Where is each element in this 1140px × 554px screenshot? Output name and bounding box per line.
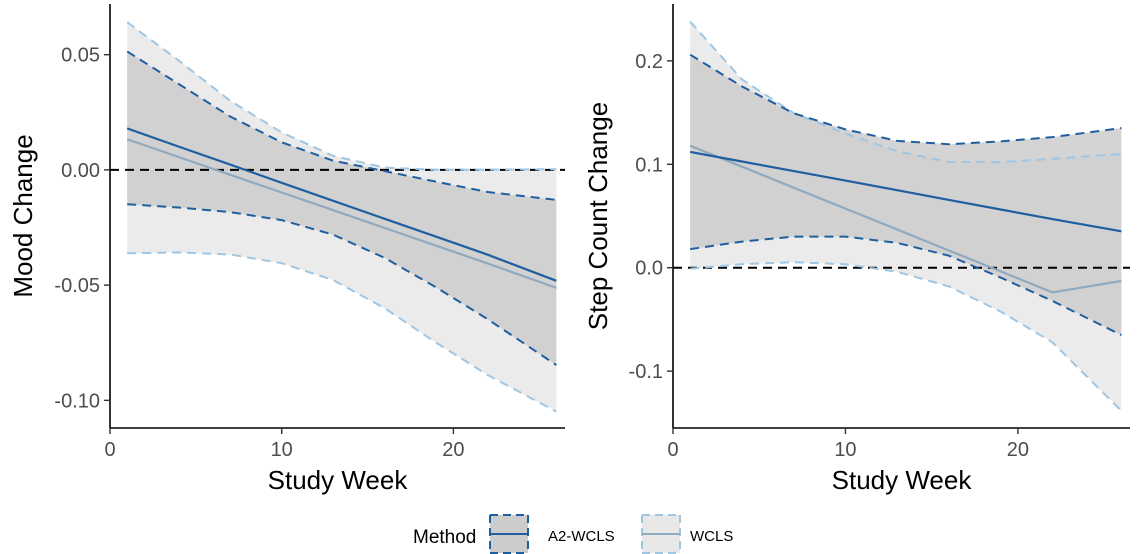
y-tick-label: 0.00 <box>61 160 100 182</box>
x-axis-title: Study Week <box>832 465 973 495</box>
y-tick-label: 0.1 <box>635 154 663 176</box>
ci-lower-line-a2-wcls <box>127 203 557 366</box>
x-axis-title: Study Week <box>268 465 409 495</box>
x-tick-label: 0 <box>104 439 115 461</box>
estimate-line-a2-wcls <box>126 127 557 282</box>
y-axis-title: Mood Change <box>8 134 38 297</box>
estimate-line-wcls <box>126 138 557 289</box>
step-count-change-panel: 0.2 0.1 0.0 -0.1 0 10 20 Study Week Step Count C… <box>583 4 1130 495</box>
y-tick-label: 0.05 <box>61 45 100 67</box>
y-tick-label: -0.1 <box>629 361 663 383</box>
x-tick-label: 10 <box>834 439 856 461</box>
ci-upper-line-wcls <box>689 20 1122 164</box>
legend-title: Method <box>413 527 476 548</box>
estimate-line-wcls <box>689 144 1122 294</box>
ci-band-a2-wcls <box>690 54 1122 336</box>
y-axis-title: Step Count Change <box>583 102 613 330</box>
legend-label-a2-wcls: A2-WCLS <box>548 528 615 545</box>
ci-upper-line-a2-wcls <box>689 53 1122 146</box>
legend: Method A2-WCLS WCLS <box>413 514 733 554</box>
x-tick-label: 20 <box>1007 439 1029 461</box>
y-tick-label: -0.10 <box>54 390 100 412</box>
estimate-line-a2-wcls <box>689 150 1122 233</box>
ci-upper-line-wcls <box>126 21 557 171</box>
legend-key-wcls <box>641 514 681 554</box>
x-tick-label: 0 <box>667 439 678 461</box>
ci-lower-line-wcls <box>127 251 557 413</box>
y-tick-label: 0.0 <box>635 258 663 280</box>
ci-band-a2-wcls <box>127 51 557 366</box>
mood-change-panel: 0.05 0.00 -0.05 -0.10 0 10 20 Study Week Mood Ch… <box>8 4 565 495</box>
x-tick-label: 20 <box>442 439 464 461</box>
y-tick-label: 0.2 <box>635 51 663 73</box>
legend-key-a2-wcls <box>489 514 529 554</box>
ci-upper-line-a2-wcls <box>126 50 557 201</box>
x-tick-label: 10 <box>271 439 293 461</box>
y-tick-label: -0.05 <box>54 275 100 297</box>
legend-label-wcls: WCLS <box>690 528 733 545</box>
